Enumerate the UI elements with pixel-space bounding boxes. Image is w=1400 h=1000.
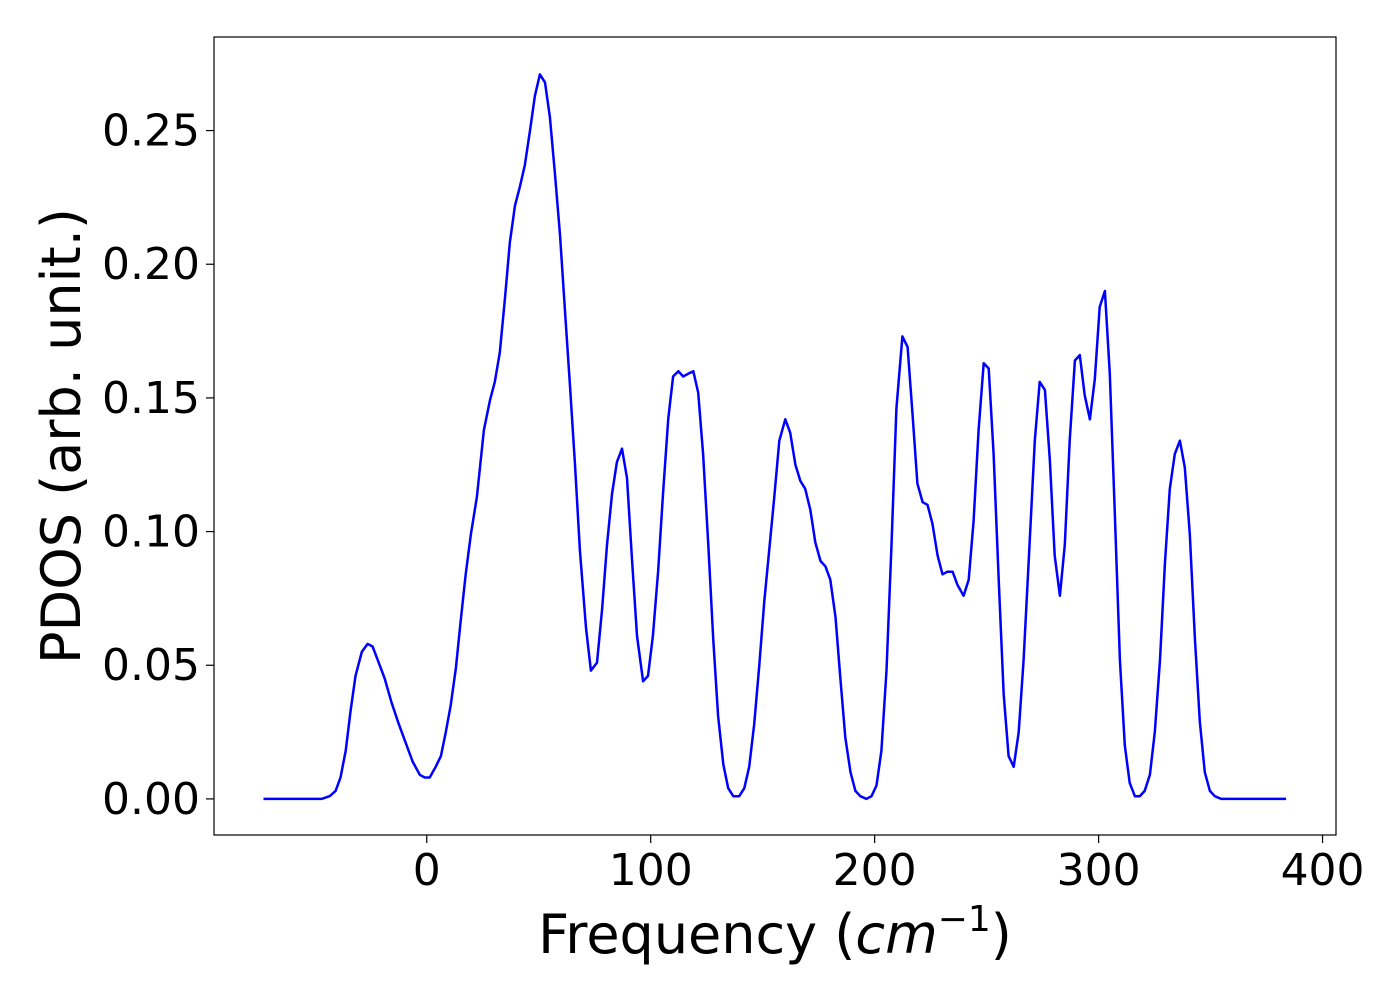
x-tick-label: 300 xyxy=(1057,845,1141,896)
y-tick-label: 0.25 xyxy=(102,106,200,157)
x-tick-label: 400 xyxy=(1281,845,1365,896)
x-tick-label: 100 xyxy=(609,845,693,896)
plot-area xyxy=(214,37,1336,835)
x-axis-label: Frequency (cm−1) xyxy=(538,899,1012,966)
pdos-series-line xyxy=(263,73,1287,801)
y-tick-label: 0.05 xyxy=(102,640,200,691)
y-axis-label: PDOS (arb. unit.) xyxy=(30,208,93,664)
y-tick-label: 0.00 xyxy=(102,774,200,825)
ticks: 0 100 200 300 400 0.00 0.05 0.10 0.15 0.20 0.25 xyxy=(102,106,1365,896)
y-tick-label: 0.10 xyxy=(102,507,200,558)
x-tick-label: 0 xyxy=(413,845,441,896)
y-tick-label: 0.15 xyxy=(102,373,200,424)
plot-frame xyxy=(213,36,1337,836)
y-tick-label: 0.20 xyxy=(102,239,200,290)
x-tick-label: 200 xyxy=(833,845,917,896)
